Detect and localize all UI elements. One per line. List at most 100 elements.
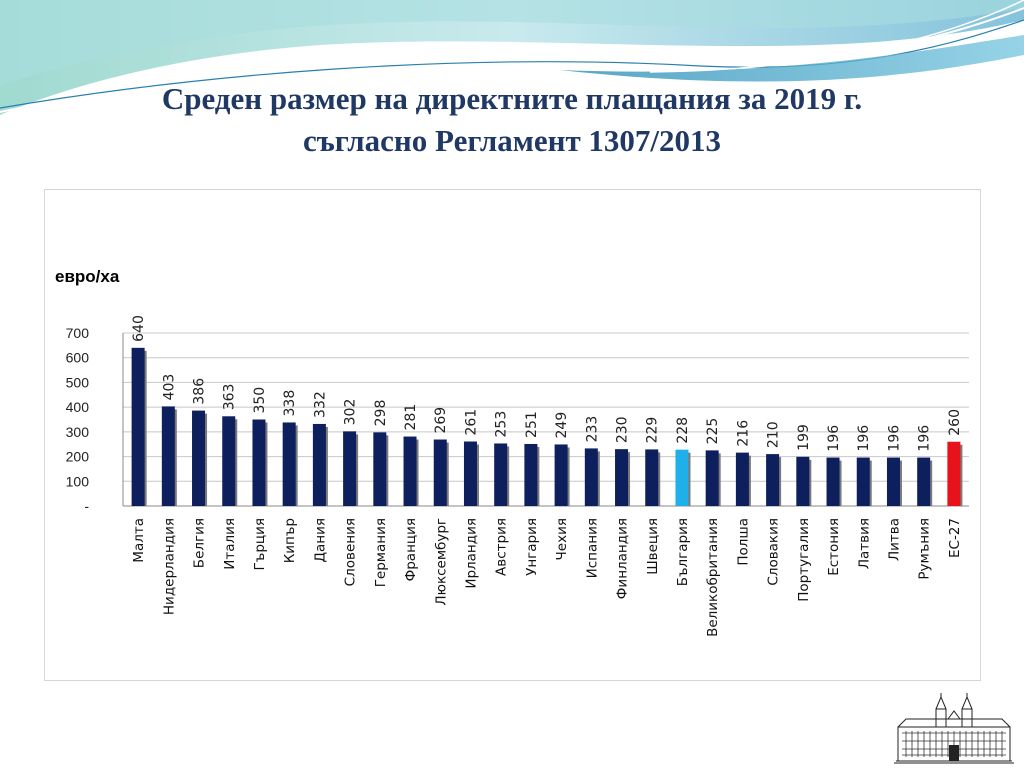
category-label: Румъния (917, 518, 933, 580)
y-tick-label: 200 (66, 449, 90, 465)
bar (222, 416, 236, 506)
bar (494, 443, 508, 506)
decorative-swoosh-header (0, 0, 1024, 115)
category-label: Латвия (856, 518, 872, 569)
bar (192, 410, 206, 506)
data-label: 196 (856, 425, 872, 452)
y-tick-label: 100 (66, 473, 90, 489)
category-label: Финландия (615, 518, 631, 599)
data-label: 196 (826, 425, 842, 452)
bar (947, 441, 961, 506)
category-label: Ирландия (463, 518, 479, 589)
bar-chart: евро/ха - 100 200 300 400 500 600 700 640 Малта 403… (55, 267, 969, 637)
bar (131, 347, 145, 506)
data-label: 251 (524, 411, 540, 438)
bar (433, 439, 447, 506)
bar (886, 457, 900, 506)
data-label: 403 (161, 374, 177, 401)
data-label: 350 (252, 387, 268, 414)
category-label: Полша (735, 518, 751, 566)
bar (554, 444, 568, 506)
chart-frame: евро/ха - 100 200 300 400 500 600 700 640 Малта 403… (44, 189, 981, 681)
data-label: 281 (403, 404, 419, 431)
data-label: 386 (192, 378, 208, 405)
data-label: 228 (675, 417, 691, 444)
bar (343, 431, 357, 506)
slide-title: Среден размер на директните плащания за … (0, 78, 1024, 162)
slide-title-line-2: съгласно Регламент 1307/2013 (302, 123, 722, 158)
category-label: Гърция (252, 518, 268, 570)
bar (615, 449, 629, 506)
data-label: 332 (312, 391, 328, 418)
y-tick-label: 400 (66, 399, 90, 415)
category-label: Италия (222, 518, 238, 570)
bar (826, 457, 840, 506)
data-label: 363 (222, 384, 238, 411)
category-label: Нидерландия (161, 518, 177, 615)
category-label: Дания (312, 518, 328, 563)
data-label: 210 (766, 421, 782, 448)
data-label: 249 (554, 412, 570, 439)
y-tick-label: 700 (66, 325, 90, 341)
y-tick-label: - (84, 498, 89, 514)
bar (705, 450, 719, 506)
category-label: Германия (373, 518, 389, 587)
category-label: Чехия (554, 518, 570, 560)
bar (312, 423, 326, 506)
category-label: Естония (826, 518, 842, 576)
category-label: Австрия (494, 518, 510, 576)
bar (675, 449, 689, 506)
data-label: 230 (615, 416, 631, 443)
data-label: 216 (735, 420, 751, 447)
bar (524, 443, 538, 506)
category-label: Словения (343, 518, 359, 586)
bar (735, 452, 749, 506)
data-label: 233 (584, 416, 600, 443)
bar (766, 454, 780, 506)
category-label: Люксембург (433, 518, 449, 606)
data-label: 229 (645, 417, 661, 444)
bar (856, 457, 870, 506)
bar (282, 422, 296, 506)
category-label: ЕС-27 (947, 518, 963, 558)
data-label: 302 (343, 399, 359, 426)
data-label: 260 (947, 409, 963, 436)
data-label: 261 (463, 409, 479, 436)
category-label: Швеция (645, 518, 661, 575)
bar (403, 436, 417, 506)
building-engraving-logo (894, 693, 1014, 764)
category-label: Великобритания (705, 518, 721, 637)
category-label: Малта (131, 518, 147, 563)
bar (252, 419, 266, 506)
category-label: Португалия (796, 518, 812, 602)
y-tick-label: 600 (66, 350, 90, 366)
slide-title-line-1: Среден размер на директните плащания за … (161, 81, 863, 116)
category-label: Кипър (282, 518, 298, 563)
category-label: Франция (403, 518, 419, 581)
data-label: 640 (131, 315, 147, 342)
bar (463, 441, 477, 506)
y-tick-label: 300 (66, 424, 90, 440)
category-label: Литва (886, 518, 902, 561)
data-label: 196 (886, 425, 902, 452)
y-tick-label: 500 (66, 374, 90, 390)
category-label: Испания (584, 518, 600, 578)
bar (796, 456, 810, 506)
data-label: 253 (494, 411, 510, 438)
bar (161, 406, 175, 506)
data-label: 196 (917, 425, 933, 452)
category-label: Словакия (766, 518, 782, 586)
data-label: 338 (282, 390, 298, 417)
bar (373, 432, 387, 506)
category-label: Унгария (524, 518, 540, 576)
bar (584, 448, 598, 506)
category-label: България (675, 518, 691, 586)
data-label: 225 (705, 418, 721, 445)
bar (917, 457, 931, 506)
bar (645, 449, 659, 506)
y-axis-title: евро/ха (55, 267, 120, 286)
data-label: 199 (796, 424, 812, 451)
data-label: 269 (433, 407, 449, 434)
data-label: 298 (373, 400, 389, 427)
category-label: Белгия (192, 518, 208, 568)
